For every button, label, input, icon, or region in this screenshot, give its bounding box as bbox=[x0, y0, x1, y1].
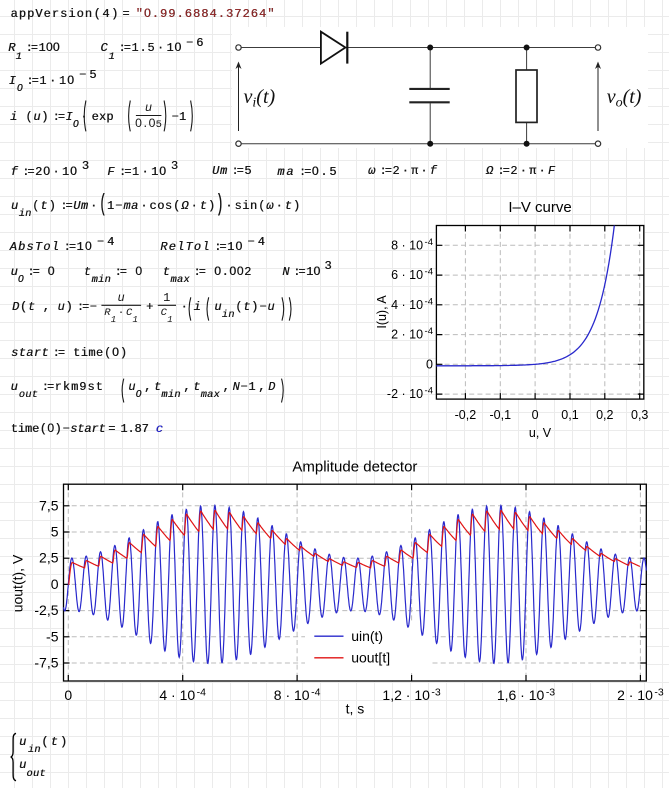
svg-text:0: 0 bbox=[426, 357, 433, 371]
svg-text:7,5: 7,5 bbox=[39, 497, 59, 513]
svg-text:vi(t): vi(t) bbox=[244, 86, 276, 111]
svg-text:8 · 10-4: 8 · 10 -4 bbox=[391, 237, 433, 253]
svg-text:2 · 10-4: 2 · 10 -4 bbox=[391, 326, 433, 342]
svg-text:-0,1: -0,1 bbox=[490, 408, 512, 422]
svg-text:0: 0 bbox=[51, 576, 59, 592]
svg-text:vo(t): vo(t) bbox=[607, 86, 642, 111]
svg-text:uout[t]: uout[t] bbox=[351, 650, 390, 666]
svg-text:I(u), A: I(u), A bbox=[375, 295, 389, 329]
svg-text:-2,5: -2,5 bbox=[34, 602, 58, 618]
svg-text:-5: -5 bbox=[46, 628, 59, 644]
svg-text:0: 0 bbox=[64, 687, 72, 703]
svg-text:0,2: 0,2 bbox=[596, 408, 613, 422]
svg-text:4 · 10-4: 4 · 10 -4 bbox=[159, 687, 206, 704]
svg-text:8 · 10-4: 8 · 10 -4 bbox=[274, 687, 321, 704]
svg-text:2 · 10-3: 2 · 10 -3 bbox=[617, 687, 664, 704]
svg-text:4 · 10-4: 4 · 10 -4 bbox=[391, 296, 433, 312]
svg-text:0,1: 0,1 bbox=[561, 408, 578, 422]
svg-text:-0,2: -0,2 bbox=[455, 408, 477, 422]
svg-text:0,3: 0,3 bbox=[631, 408, 648, 422]
svg-text:Amplitude detector: Amplitude detector bbox=[292, 458, 417, 475]
svg-text:uin(t): uin(t) bbox=[351, 628, 383, 644]
svg-text:1,2 · 10-3: 1,2 · 10 -3 bbox=[382, 687, 440, 704]
svg-text:uout(t), V: uout(t), V bbox=[10, 554, 26, 612]
svg-text:2,5: 2,5 bbox=[39, 550, 59, 566]
svg-text:6 · 10-4: 6 · 10 -4 bbox=[391, 267, 433, 283]
svg-text:u, V: u, V bbox=[529, 426, 552, 440]
svg-text:0: 0 bbox=[532, 408, 539, 422]
svg-text:5: 5 bbox=[51, 524, 59, 540]
svg-text:-7,5: -7,5 bbox=[34, 655, 58, 671]
svg-text:1,6 · 10-3: 1,6 · 10 -3 bbox=[497, 687, 555, 704]
svg-text:-2 · 10-4: -2 · 10 -4 bbox=[387, 386, 433, 402]
svg-text:t, s: t, s bbox=[346, 701, 365, 717]
svg-text:I–V curve: I–V curve bbox=[508, 199, 571, 216]
